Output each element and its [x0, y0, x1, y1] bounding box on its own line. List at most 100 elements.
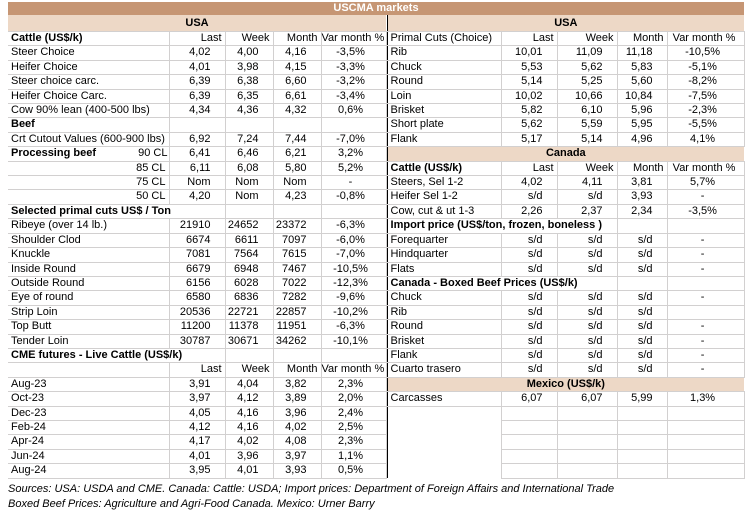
month-cell: s/d: [616, 304, 668, 321]
data-row: Outside Round 6156 6028 7022 -12,3%: [8, 275, 387, 292]
row-label: Cuarto trasero: [387, 362, 502, 378]
data-row: Steer Choice 4,02 4,00 4,16 -3,5%: [8, 45, 387, 61]
var-cell: -6,3%: [320, 319, 387, 335]
var-cell: -3,3%: [320, 59, 387, 76]
value-cell: [556, 419, 618, 436]
section-label: Canada - Boxed Beef Prices (US$/k): [387, 275, 618, 292]
var-cell: 0,5%: [320, 463, 387, 479]
month-cell: 6,21: [272, 146, 322, 162]
value-cell: [616, 434, 668, 450]
var-cell: -7,0%: [320, 131, 387, 148]
column-header: Week: [556, 30, 618, 47]
value-cell: [224, 347, 274, 364]
region-band-label: USA: [8, 15, 387, 32]
month-cell: 5,80: [272, 160, 322, 177]
data-row: Rib 10,01 11,09 11,18 -10,5%: [387, 45, 745, 61]
row-label: Forequarter: [387, 232, 502, 249]
row-label: Crt Cutout Values (600-900 lbs): [8, 131, 170, 148]
value-cell: [666, 218, 745, 234]
var-cell: -9,6%: [320, 290, 387, 306]
month-cell: 10,84: [616, 88, 668, 105]
month-cell: s/d: [616, 232, 668, 249]
month-cell: 11,18: [616, 45, 668, 61]
row-label: Flats: [387, 261, 502, 277]
row-label: Ribeye (over 14 lb.): [8, 218, 170, 234]
month-cell: 7282: [272, 290, 322, 306]
month-cell: s/d: [616, 261, 668, 277]
month-cell: 3,97: [272, 448, 322, 465]
week-cell: 7564: [224, 247, 274, 263]
row-label: Brisket: [387, 103, 502, 119]
data-row: Jun-24 4,01 3,96 3,97 1,1%: [8, 448, 387, 465]
column-header: Month: [272, 30, 322, 47]
var-cell: 1,1%: [320, 448, 387, 465]
last-cell: 6,39: [168, 88, 226, 105]
section-label: Selected primal cuts US$ / Ton: [8, 203, 226, 220]
week-cell: 6,07: [556, 391, 618, 407]
last-cell: 5,17: [500, 131, 558, 148]
sources-footer: Sources: USA: USDA and CME. Canada: Catt…: [8, 482, 745, 512]
month-cell: 2,34: [616, 203, 668, 220]
section-row: Import price (US$/ton, frozen, boneless …: [387, 218, 745, 234]
value-cell: [666, 405, 745, 421]
last-cell: s/d: [500, 304, 558, 321]
primal-cuts-canada-mexico-tbody: USA Primal Cuts (Choice) Last Week Month Var …: [387, 15, 745, 479]
var-cell: -7,5%: [666, 88, 745, 105]
row-label: Aug-24: [8, 463, 170, 479]
var-cell: 2,0%: [320, 391, 387, 407]
sub-label: 90 CL: [138, 147, 168, 160]
month-cell: 4,16: [272, 45, 322, 61]
row-label: Processing beef 90 CL: [8, 146, 170, 162]
row-label: Rib: [387, 304, 502, 321]
week-cell: 4,02: [224, 434, 274, 450]
row-label: 85 CL: [8, 160, 170, 177]
last-cell: 3,97: [168, 391, 226, 407]
region-band-row: Mexico (US$/k): [387, 377, 745, 392]
row-label: Hindquarter: [387, 247, 502, 263]
value-cell: [616, 405, 668, 421]
month-cell: 22857: [272, 304, 322, 321]
week-cell: 6948: [224, 261, 274, 277]
data-row: Dec-23 4,05 4,16 3,96 2,4%: [8, 405, 387, 421]
row-label: Chuck: [387, 290, 502, 306]
value-cell: [224, 117, 274, 133]
row-label: Flank: [387, 131, 502, 148]
var-cell: 5,7%: [666, 175, 745, 191]
row-label: Eye of round: [8, 290, 170, 306]
var-cell: 0,6%: [320, 103, 387, 119]
last-cell: s/d: [500, 247, 558, 263]
value-cell: [168, 117, 226, 133]
week-cell: s/d: [556, 189, 618, 205]
last-cell: 6,39: [168, 74, 226, 90]
last-cell: 10,01: [500, 45, 558, 61]
var-cell: 2,3%: [320, 376, 387, 393]
column-header: Last: [168, 362, 226, 378]
row-label: Knuckle: [8, 247, 170, 263]
data-row: Rib s/d s/d s/d: [387, 304, 745, 321]
data-row: Flank 5,17 5,14 4,96 4,1%: [387, 131, 745, 148]
last-cell: 4,01: [168, 59, 226, 76]
row-label: [387, 420, 501, 434]
data-row: Inside Round 6679 6948 7467 -10,5%: [8, 261, 387, 277]
week-cell: 4,36: [224, 103, 274, 119]
last-cell: 4,02: [500, 175, 558, 191]
row-label: Top Butt: [8, 319, 170, 335]
value-cell: [666, 463, 745, 479]
column-header: Var month %: [320, 30, 387, 47]
month-cell: s/d: [616, 247, 668, 263]
month-cell: 11951: [272, 319, 322, 335]
row-label: Loin: [387, 88, 502, 105]
week-cell: 4,00: [224, 45, 274, 61]
data-row: Carcasses 6,07 6,07 5,99 1,3%: [387, 391, 745, 407]
var-cell: -10,5%: [666, 45, 745, 61]
month-cell: 7615: [272, 247, 322, 263]
data-row: Cow, cut & ut 1-3 2,26 2,37 2,34 -3,5%: [387, 203, 745, 220]
column-header: Last: [500, 160, 558, 177]
row-header-label: Primal Cuts (Choice): [387, 30, 502, 47]
last-cell: 4,05: [168, 405, 226, 421]
usa-cattle-tbody: USA Cattle (US$/k) Last Week Month Var month …: [8, 15, 387, 479]
region-band-label: USA: [387, 15, 745, 32]
value-cell: [556, 405, 618, 421]
month-cell: 5,95: [616, 117, 668, 133]
row-label: Strip Loin: [8, 304, 170, 321]
